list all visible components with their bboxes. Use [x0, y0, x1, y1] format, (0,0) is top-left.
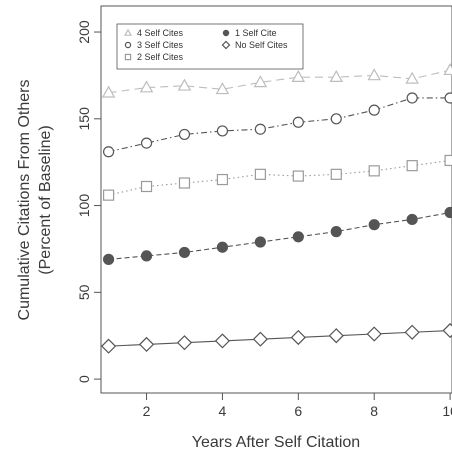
plot-frame [100, 5, 452, 394]
data-point-1-0 [102, 146, 115, 158]
legend-marker-1 [124, 41, 132, 49]
series-4 [100, 322, 452, 354]
data-point-2-2 [178, 177, 191, 189]
data-point-2-4 [254, 168, 266, 180]
y-tick-label-150: 150 [76, 107, 92, 131]
data-point-0-0 [101, 85, 116, 98]
data-point-4-2 [176, 335, 193, 351]
series-1 [102, 92, 452, 158]
data-point-0-2 [177, 78, 192, 91]
legend-label-1: 3 Self Cites [137, 40, 184, 50]
data-point-1-5 [292, 116, 304, 128]
y-tick-label-0: 0 [76, 375, 92, 383]
data-point-0-6 [329, 69, 344, 83]
x-axis: 2 4 6 8 10 [143, 393, 452, 419]
data-point-3-7 [368, 219, 380, 231]
data-point-4-1 [138, 336, 155, 353]
y-tick-label-50: 50 [76, 284, 92, 300]
data-point-4-6 [328, 328, 344, 344]
data-point-4-5 [290, 329, 306, 346]
data-point-2-9 [444, 154, 452, 167]
x-tick-label-10: 10 [442, 403, 452, 419]
data-point-1-8 [406, 92, 418, 104]
data-point-3-0 [102, 253, 115, 265]
legend-label-0: 4 Self Cites [137, 28, 184, 38]
y-axis: 0 50 100 150 200 [76, 20, 101, 383]
legend-marker-3 [222, 29, 230, 37]
series-line-1 [108, 97, 451, 153]
series-line-3 [108, 211, 451, 260]
data-point-3-4 [254, 236, 266, 248]
x-tick-label-8: 8 [370, 403, 378, 419]
data-point-4-8 [404, 324, 420, 340]
data-point-2-5 [292, 170, 304, 182]
data-point-3-1 [140, 250, 153, 262]
data-point-0-5 [291, 69, 306, 83]
x-tick-label-4: 4 [219, 403, 227, 419]
legend-marker-2 [124, 53, 132, 61]
data-point-3-8 [406, 213, 418, 226]
series-3 [102, 206, 452, 265]
data-point-1-3 [216, 125, 229, 137]
series-layer [100, 62, 452, 354]
data-point-3-3 [216, 241, 229, 253]
y-tick-label-100: 100 [76, 194, 92, 218]
series-0 [101, 62, 452, 98]
series-line-4 [108, 329, 451, 347]
data-point-2-0 [102, 189, 115, 201]
data-point-0-3 [215, 82, 230, 95]
y-tick-label-200: 200 [76, 20, 92, 44]
legend-label-2: 2 Self Cites [137, 52, 184, 62]
data-point-4-9 [442, 322, 452, 339]
y-axis-title-group: Cumulative Citations From Others [16, 80, 33, 321]
legend-marker-4 [221, 40, 231, 50]
legend-box [116, 23, 304, 70]
data-point-1-4 [254, 123, 266, 135]
data-point-3-2 [178, 246, 191, 259]
series-line-0 [108, 69, 451, 94]
series-2 [102, 154, 452, 201]
x-axis-title: Years After Self Citation [192, 434, 360, 451]
x-tick-label-6: 6 [294, 403, 302, 419]
data-point-1-6 [330, 113, 342, 125]
data-point-1-2 [178, 128, 191, 141]
data-point-1-9 [444, 92, 452, 104]
data-point-4-3 [214, 333, 231, 349]
data-point-3-9 [444, 206, 452, 219]
data-point-0-9 [443, 62, 452, 76]
data-point-2-3 [216, 173, 229, 186]
data-point-3-5 [292, 231, 304, 243]
data-point-2-1 [140, 180, 153, 193]
data-point-4-0 [100, 338, 117, 354]
legend-marker-0 [123, 28, 133, 36]
data-point-2-7 [368, 165, 380, 177]
legend-label-3: 1 Self Cite [235, 28, 277, 38]
data-point-0-8 [405, 71, 419, 84]
y-axis-subtitle-group: (Percent of Baseline) [37, 125, 54, 274]
data-point-2-6 [330, 168, 342, 180]
data-point-4-4 [252, 331, 268, 347]
data-point-4-7 [366, 326, 382, 342]
y-axis-title-line-1: Cumulative Citations From Others [16, 80, 33, 321]
data-point-1-1 [140, 137, 153, 149]
series-line-2 [108, 159, 451, 196]
data-point-0-1 [139, 80, 154, 93]
legend-label-4: No Self Cites [235, 40, 288, 50]
x-tick-label-2: 2 [143, 403, 151, 419]
y-axis-title-line-2: (Percent of Baseline) [37, 125, 54, 274]
legend: 4 Self Cites 3 Self Cites 2 Self Cites 1 Se… [116, 23, 304, 70]
data-point-0-4 [253, 75, 268, 88]
data-point-2-8 [406, 160, 418, 172]
data-point-0-7 [367, 68, 381, 81]
data-point-3-6 [330, 226, 342, 238]
data-point-1-7 [368, 104, 380, 116]
